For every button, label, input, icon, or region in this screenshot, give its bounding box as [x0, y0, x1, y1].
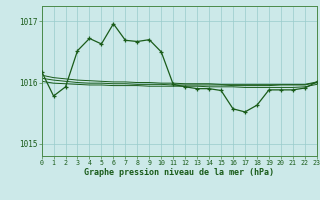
X-axis label: Graphe pression niveau de la mer (hPa): Graphe pression niveau de la mer (hPa)	[84, 168, 274, 177]
